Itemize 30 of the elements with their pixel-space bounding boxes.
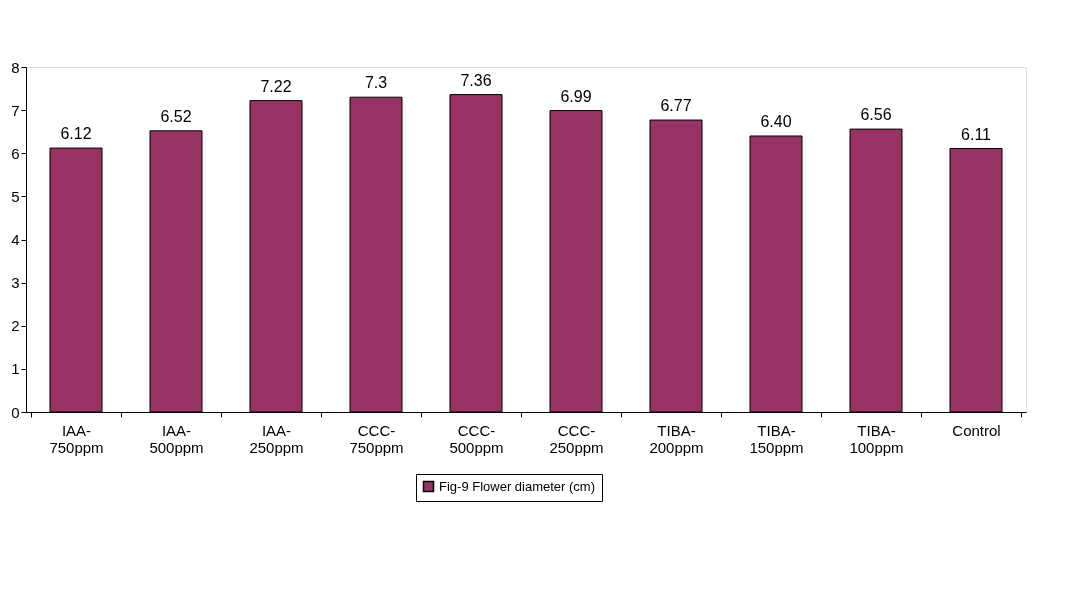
x-tick-label: TIBA-150ppm xyxy=(749,421,804,456)
data-label: 7.22 xyxy=(260,77,292,95)
x-tick-label: IAA-500ppm xyxy=(149,421,204,456)
y-tick-label: 1 xyxy=(11,360,20,378)
data-label: 6.52 xyxy=(160,107,192,125)
x-tick-label: CCC-750ppm xyxy=(349,421,404,456)
x-tick-label: TIBA-200ppm xyxy=(649,421,704,456)
x-tick-label: CCC-500ppm xyxy=(449,421,504,456)
legend-label: Fig-9 Flower diameter (cm) xyxy=(439,478,596,494)
y-tick-label: 5 xyxy=(11,187,20,205)
y-tick-label: 3 xyxy=(11,274,20,292)
data-label: 6.56 xyxy=(860,106,892,124)
y-tick-label: 2 xyxy=(11,317,20,335)
data-label: 6.77 xyxy=(660,97,692,115)
y-tick-label: 6 xyxy=(11,144,20,162)
data-label: 6.11 xyxy=(961,125,992,143)
data-label: 7.36 xyxy=(460,71,492,89)
y-tick-label: 7 xyxy=(11,101,20,119)
y-tick-label: 4 xyxy=(11,231,20,248)
y-tick-label: 0 xyxy=(11,403,20,421)
data-label: 7.3 xyxy=(364,74,388,92)
x-tick-label: Control xyxy=(952,421,1001,439)
y-tick-label: 8 xyxy=(11,58,20,76)
data-label: 6.12 xyxy=(60,125,92,143)
data-label: 6.99 xyxy=(560,87,592,105)
x-tick-label: IAA-250ppm xyxy=(249,421,304,456)
x-tick-label: TIBA-100ppm xyxy=(849,421,904,456)
data-label: 6.40 xyxy=(760,113,792,130)
x-tick-label: IAA-750ppm xyxy=(49,421,104,456)
x-tick-label: CCC-250ppm xyxy=(549,421,604,456)
